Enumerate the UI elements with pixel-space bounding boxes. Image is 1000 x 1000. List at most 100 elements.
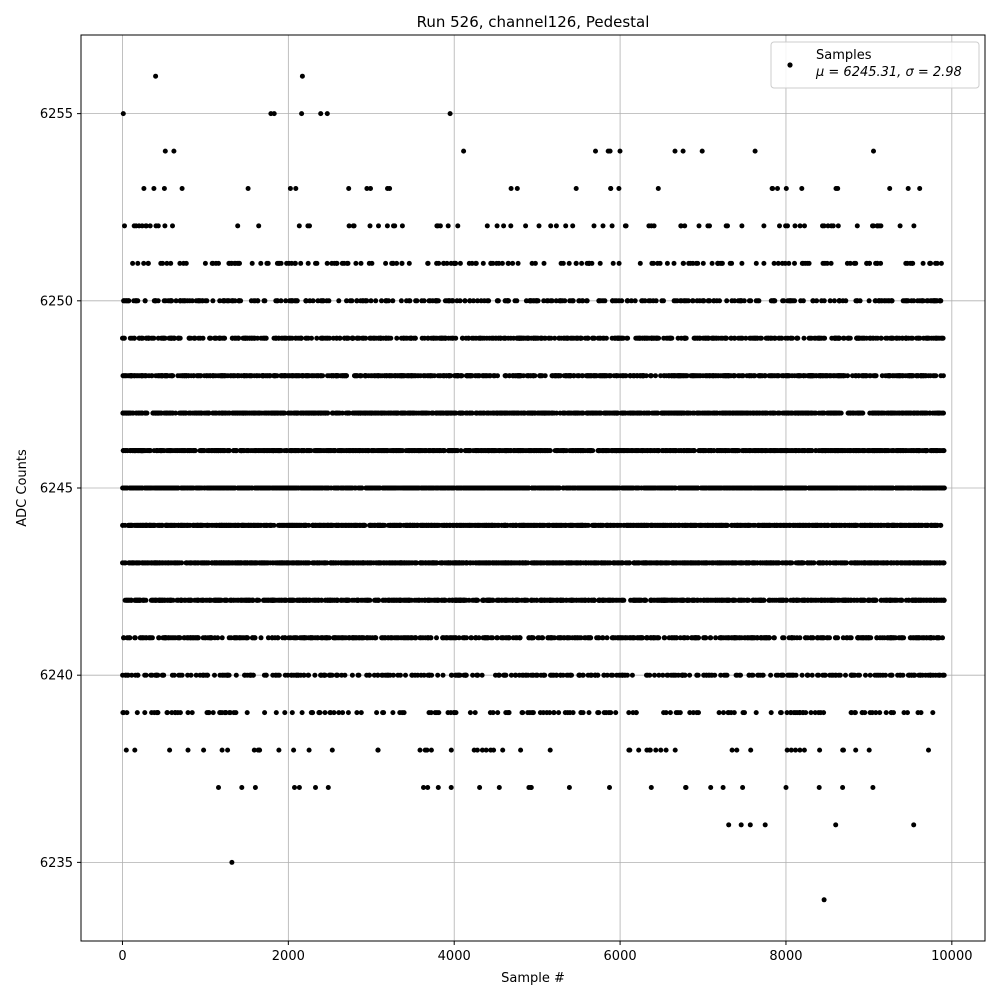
- data-point: [452, 672, 458, 678]
- data-point: [650, 635, 656, 641]
- data-point: [867, 672, 873, 678]
- data-point: [652, 672, 657, 678]
- data-point: [242, 672, 247, 678]
- data-point: [157, 560, 163, 566]
- data-point: [290, 560, 296, 566]
- data-point: [757, 597, 762, 603]
- data-point: [203, 635, 209, 641]
- data-point: [569, 672, 574, 678]
- data-point: [695, 635, 701, 641]
- data-point: [271, 111, 277, 117]
- data-point: [316, 597, 322, 603]
- data-point: [289, 672, 295, 678]
- data-point: [328, 710, 334, 716]
- data-point: [289, 710, 295, 716]
- data-point: [607, 785, 612, 790]
- data-point: [797, 747, 803, 753]
- data-point: [551, 522, 557, 528]
- data-point: [490, 710, 496, 716]
- data-point: [905, 560, 911, 566]
- data-point: [318, 672, 324, 678]
- data-point: [702, 635, 708, 641]
- data-point: [295, 672, 301, 678]
- data-point: [341, 635, 347, 641]
- data-point: [675, 672, 681, 678]
- data-point: [504, 522, 510, 528]
- data-point: [310, 522, 316, 528]
- data-point: [492, 522, 498, 528]
- data-point: [881, 522, 887, 528]
- data-point: [656, 672, 662, 678]
- data-point: [161, 672, 167, 678]
- data-point: [352, 635, 358, 641]
- data-point: [358, 710, 364, 716]
- data-point: [928, 635, 934, 641]
- data-point: [799, 672, 805, 678]
- data-point: [540, 710, 546, 716]
- data-point: [187, 597, 193, 603]
- data-point: [601, 710, 607, 716]
- data-point: [731, 560, 737, 566]
- data-point: [759, 635, 765, 641]
- data-point: [698, 522, 704, 528]
- data-point: [447, 635, 453, 641]
- data-point: [412, 522, 418, 528]
- data-point: [635, 522, 641, 528]
- data-point: [436, 710, 442, 716]
- data-point: [269, 522, 275, 528]
- data-point: [249, 560, 255, 566]
- data-point: [837, 672, 843, 678]
- data-point: [687, 672, 693, 678]
- data-point: [930, 710, 936, 716]
- data-point: [129, 672, 135, 678]
- data-point: [193, 672, 199, 678]
- data-point: [126, 597, 132, 603]
- data-point: [382, 635, 388, 641]
- data-point: [162, 635, 168, 641]
- data-point: [139, 635, 145, 641]
- data-point: [122, 522, 128, 528]
- data-point: [816, 785, 822, 790]
- data-point: [354, 710, 360, 716]
- data-point: [123, 747, 129, 753]
- points-layer: [120, 73, 947, 903]
- data-point: [349, 672, 355, 678]
- data-point: [414, 597, 419, 603]
- data-point: [734, 747, 740, 753]
- data-point: [928, 672, 934, 678]
- data-point: [449, 672, 455, 678]
- data-point: [262, 710, 268, 716]
- data-point: [576, 635, 582, 641]
- data-point: [355, 672, 361, 678]
- data-point: [333, 560, 339, 566]
- data-point: [429, 522, 435, 528]
- data-point: [674, 635, 680, 641]
- data-point: [894, 560, 900, 566]
- data-point: [863, 672, 868, 678]
- data-point: [151, 522, 157, 528]
- data-point: [624, 560, 630, 566]
- data-point: [783, 597, 789, 603]
- data-point: [920, 672, 925, 678]
- data-point: [610, 635, 616, 641]
- data-point: [422, 597, 428, 603]
- data-point: [322, 597, 328, 603]
- data-point: [212, 635, 218, 641]
- data-point: [872, 560, 877, 566]
- data-point: [219, 635, 225, 641]
- data-point: [631, 597, 637, 603]
- data-point: [541, 560, 546, 566]
- data-point: [587, 635, 593, 641]
- data-point: [377, 560, 382, 566]
- data-point: [915, 560, 921, 566]
- data-point: [655, 522, 661, 528]
- data-point: [188, 672, 194, 678]
- data-point: [783, 785, 789, 790]
- data-point: [403, 672, 408, 678]
- data-point: [134, 710, 140, 716]
- data-point: [724, 522, 730, 528]
- data-point: [121, 635, 127, 641]
- data-point: [880, 672, 886, 678]
- data-point: [334, 597, 340, 603]
- data-point: [154, 597, 160, 603]
